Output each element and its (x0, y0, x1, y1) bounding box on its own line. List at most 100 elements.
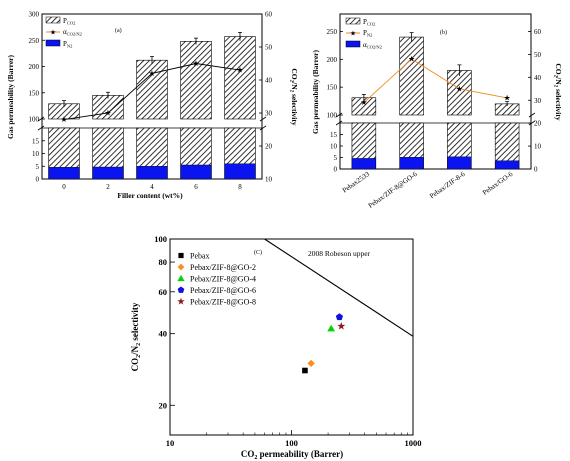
x-tick-label: 2 (106, 183, 110, 191)
y-tick-label: 0 (334, 166, 338, 174)
panel-a-y2label: CO2/N2 selectivity (289, 68, 300, 126)
legend-marker (177, 286, 185, 293)
axis-break-mark (335, 112, 536, 118)
y2-tick-label: 0 (534, 166, 538, 174)
y-tick-label: 150 (29, 89, 40, 97)
legend-label: Pebax (190, 252, 210, 261)
selectivity-marker: ★ (192, 59, 199, 68)
legend-b-pco2-label: PCO2 (363, 18, 375, 27)
y-tick-label: 80 (159, 257, 168, 267)
scatter-point (337, 321, 346, 330)
selectivity-line (363, 58, 508, 103)
x-tick-label: Pebax/GO-6 (481, 170, 515, 197)
bar-pn2 (399, 157, 424, 170)
panel-c-label: (C) (254, 249, 262, 256)
legend-a-pn2-swatch (45, 39, 61, 47)
legend-b-line-label: PN2 (363, 29, 372, 38)
y2-tick-label: 20 (265, 143, 273, 151)
bar-pn2 (351, 158, 377, 170)
bar-pn2 (494, 160, 520, 170)
legend-label: Pebax/ZIF-8@GO-6 (190, 286, 256, 295)
legend-b-pco2-swatch (345, 17, 361, 25)
y-tick-label: 15 (32, 137, 40, 145)
x-tick-label: 4 (150, 183, 154, 191)
legend-marker (178, 252, 184, 259)
selectivity-marker: ★ (104, 109, 111, 118)
y-tick-label: 100 (29, 116, 40, 124)
selectivity-marker: ★ (148, 69, 155, 78)
y2-tick-label: 30 (534, 97, 542, 105)
panel-a-xlabel: Filler content (wt%) (117, 191, 183, 200)
legend-marker (177, 297, 185, 305)
legend-label: Pebax/ZIF-8@GO-2 (190, 263, 256, 272)
error-bar (409, 32, 414, 42)
x-tick-label: Pebax/ZIF-8-6 (428, 170, 467, 200)
panel-b-legend: PCO2 ★ PN2 αCO2/N2 (345, 17, 382, 50)
legend-a-pn2-label: PN2 (63, 40, 72, 49)
axis-break-mark (37, 125, 267, 131)
legend-a-alpha-label: αCO2/N2 (63, 28, 82, 37)
bar-pco2-upper (399, 36, 424, 116)
legend-a-alpha-marker: ★ (50, 29, 56, 37)
error-bar (238, 31, 242, 41)
bar-pn2 (447, 156, 472, 170)
axis-break-mark (37, 116, 267, 122)
y-tick-label: 10 (32, 150, 40, 158)
legend-a-pco2-swatch (45, 16, 61, 24)
bar-pn2 (48, 167, 80, 180)
scatter-point (335, 313, 344, 321)
bar-pn2 (92, 166, 124, 180)
y-tick-label: 40 (159, 329, 168, 339)
legend-marker (177, 274, 185, 282)
y-tick-label: 60 (159, 287, 168, 297)
scatter-point (307, 359, 315, 368)
y-tick-label: 0 (36, 176, 40, 184)
error-bar (505, 101, 510, 107)
y2-tick-label: 10 (534, 143, 542, 151)
selectivity-marker: ★ (236, 66, 243, 75)
y-tick-label: 250 (29, 37, 40, 45)
y-tick-label: 250 (327, 28, 338, 36)
error-bar (62, 100, 66, 107)
y2-tick-label: 10 (265, 176, 273, 184)
legend-label: Pebax/ZIF-8@GO-8 (190, 298, 256, 307)
scatter-point (327, 324, 336, 332)
panel-b-y2label: CO2/N2 selectivity (553, 63, 564, 121)
panel-b-label: (b) (440, 29, 447, 36)
x-tick-label: 8 (238, 183, 242, 191)
panel-b-frame (339, 13, 532, 170)
bar-pco2-upper (180, 40, 212, 120)
scatter-point (302, 367, 308, 374)
panel-a-legend: PCO2 ★ αCO2/N2 PN2 (45, 16, 82, 49)
y-tick-label: 100 (327, 112, 338, 120)
legend-label: Pebax/ZIF-8@GO-4 (190, 275, 256, 284)
bar-pn2 (224, 163, 256, 180)
y-tick-label: 200 (29, 63, 40, 71)
bar-pn2 (180, 164, 212, 180)
error-bar (106, 91, 110, 99)
x-tick-label: 10 (166, 438, 175, 448)
y2-tick-label: 60 (265, 11, 273, 19)
panel-a-label: (a) (115, 27, 122, 34)
y2-tick-label: 50 (534, 51, 542, 59)
y-tick-label: 150 (327, 84, 338, 92)
legend-a-pco2-label: PCO2 (63, 17, 75, 26)
panel-c-xlabel: CO2 permeability (Barrer) (241, 449, 343, 461)
selectivity-line (63, 63, 241, 121)
y2-tick-label: 30 (265, 110, 273, 118)
y-tick-label: 200 (327, 56, 338, 64)
bar-pco2-upper (224, 36, 256, 120)
legend-marker (177, 263, 185, 271)
panel-b-chart: ★ ★ ★ ★ 100 150 200 250 0 5 10 15 0 10 20 30 40 50 60 Pe… (311, 13, 564, 210)
robeson-upper-label: 2008 Robeson upper (308, 249, 371, 258)
robeson-upper-bound-line (264, 238, 414, 337)
y-tick-label: 10 (330, 143, 338, 151)
y-tick-label: 5 (334, 154, 338, 162)
bar-pco2-upper (136, 59, 168, 120)
y-tick-label: 100 (154, 234, 167, 244)
x-tick-label: Pebax/ZIF-8@GO-6 (367, 170, 419, 210)
selectivity-marker: ★ (360, 98, 367, 107)
panel-c-chart: 10 100 1000 20 40 60 80 100 Pebax Pebax/ZIF-8@GO… (130, 234, 422, 461)
legend-b-line-marker: ★ (350, 30, 356, 38)
